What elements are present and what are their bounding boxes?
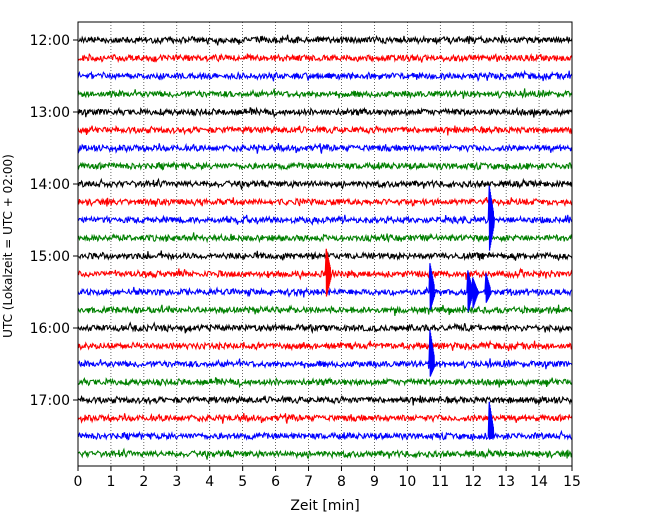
y-axis-label: UTC (Lokalzeit = UTC + 02:00) [1, 154, 15, 338]
trace-line [77, 124, 573, 136]
trace-line [77, 214, 573, 226]
trace-line [77, 376, 573, 389]
y-tick-label: 12:00 [30, 33, 70, 49]
event-spikes [324, 185, 495, 440]
trace-line [77, 52, 573, 64]
x-tick-label: 5 [238, 474, 247, 490]
trace-line [77, 447, 573, 460]
trace-line [77, 394, 573, 406]
event-spike [324, 248, 332, 297]
x-tick-label: 10 [398, 474, 416, 490]
trace-lines [77, 34, 573, 460]
y-tick-label: 17:00 [30, 393, 70, 409]
event-spike [428, 329, 436, 377]
trace-line [77, 429, 573, 441]
x-tick-label: 13 [497, 474, 515, 490]
x-axis-label: Zeit [min] [290, 498, 359, 514]
plot-frame [77, 21, 573, 467]
y-tick-label: 14:00 [30, 177, 70, 193]
trace-line [77, 304, 573, 316]
event-spike [487, 401, 495, 440]
grid-lines [110, 22, 540, 466]
event-spike [471, 277, 479, 309]
trace-line [77, 160, 573, 171]
x-tick-label: 11 [431, 474, 449, 490]
trace-line [77, 88, 573, 100]
y-tick-label: 15:00 [30, 249, 70, 265]
trace-line [77, 412, 573, 424]
trace-line [77, 232, 572, 244]
trace-line [77, 34, 573, 46]
event-spike [487, 185, 495, 251]
x-tick-label: 2 [139, 474, 148, 490]
trace-line [77, 196, 573, 208]
trace-line [77, 267, 573, 281]
trace-line [77, 286, 573, 298]
trace-line [77, 358, 573, 370]
y-tick-label: 13:00 [30, 105, 70, 121]
x-tick-label: 14 [530, 474, 548, 490]
trace-line [77, 106, 573, 119]
event-spike [428, 263, 436, 311]
trace-line [77, 321, 573, 335]
axis-ticks: 0 1 2 3 4 5 6 7 8 9 10 11 12 13 14 1512:0013:0014:0015:… [30, 33, 581, 490]
x-tick-label: 3 [172, 474, 181, 490]
x-tick-label: 0 [74, 474, 83, 490]
y-tick-label: 16:00 [30, 321, 70, 337]
x-tick-label: 12 [464, 474, 482, 490]
trace-line [77, 69, 573, 82]
trace-line [77, 142, 573, 154]
x-tick-label: 15 [563, 474, 581, 490]
event-spike [484, 273, 492, 303]
trace-line [77, 339, 573, 352]
x-tick-label: 4 [205, 474, 214, 490]
event-spike [466, 270, 474, 312]
x-tick-label: 8 [337, 474, 346, 490]
x-tick-label: 9 [370, 474, 379, 490]
trace-line [77, 250, 573, 262]
x-tick-label: 7 [304, 474, 313, 490]
x-tick-label: 1 [106, 474, 115, 490]
trace-line [77, 177, 573, 190]
x-tick-label: 6 [271, 474, 280, 490]
